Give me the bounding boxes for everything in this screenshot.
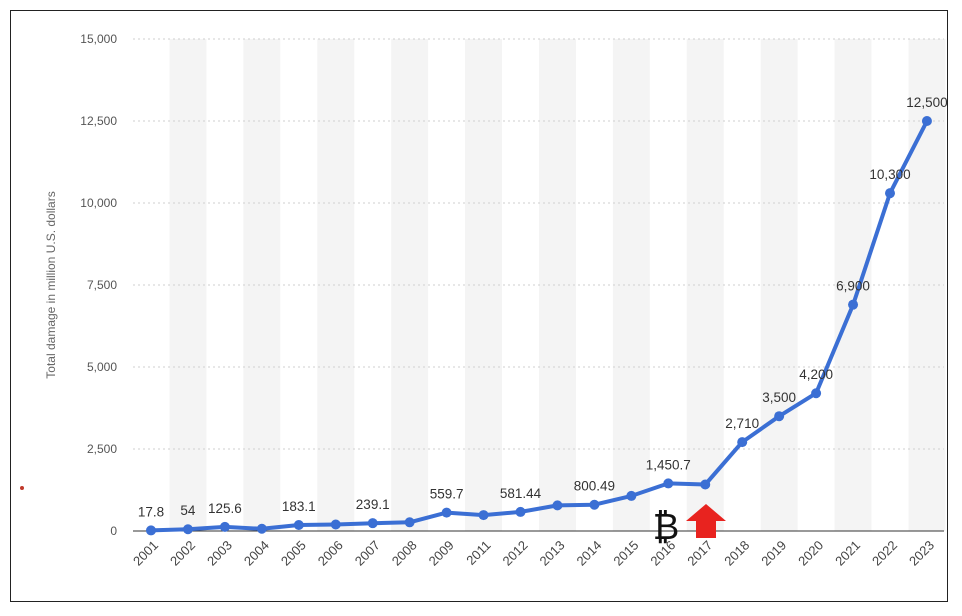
data-points [146, 116, 932, 536]
data-point [552, 500, 563, 511]
data-point [663, 478, 674, 489]
y-tick-label: 12,500 [80, 114, 117, 128]
data-label: 2,710 [725, 416, 759, 431]
x-tick-label: 2005 [278, 538, 309, 569]
data-label: 581.44 [500, 486, 542, 501]
data-label: 239.1 [356, 497, 390, 512]
data-point [404, 517, 415, 528]
data-point [848, 299, 859, 310]
x-tick-label: 2001 [130, 538, 161, 569]
data-label: 6,900 [836, 279, 870, 294]
x-tick-label: 2012 [500, 538, 531, 569]
x-tick-label: 2017 [684, 538, 715, 569]
y-axis-ticks: 0 2,500 5,000 7,500 10,000 12,500 15,000 [80, 32, 117, 538]
y-tick-label: 7,500 [87, 278, 117, 292]
y-tick-label: 5,000 [87, 360, 117, 374]
data-point [219, 521, 230, 532]
data-point [330, 519, 341, 530]
data-point [811, 388, 822, 399]
data-point [478, 510, 489, 521]
data-point [146, 525, 156, 536]
data-point [774, 411, 785, 422]
x-tick-label: 2018 [721, 538, 752, 569]
bitcoin-icon: ₿ [653, 507, 680, 548]
x-tick-label: 2014 [573, 538, 604, 569]
data-point [293, 519, 304, 530]
x-tick-label: 2015 [610, 538, 641, 569]
data-point [441, 507, 452, 518]
data-label: 4,200 [799, 367, 833, 382]
x-tick-label: 2021 [832, 538, 863, 569]
data-point [256, 523, 267, 534]
x-tick-label: 2019 [758, 538, 789, 569]
data-point [885, 188, 895, 199]
data-label: 17.8 [138, 504, 164, 519]
data-label: 125.6 [208, 501, 242, 516]
y-tick-label: 2,500 [87, 442, 117, 456]
grid-lines [133, 38, 944, 450]
data-label: 10,300 [869, 167, 910, 182]
data-point [589, 499, 600, 510]
data-label: 559.7 [430, 487, 464, 502]
x-tick-label: 2004 [241, 538, 272, 569]
data-point [921, 116, 932, 126]
y-tick-label: 0 [110, 524, 117, 538]
data-label: 1,450.7 [646, 457, 691, 472]
data-label: 800.49 [574, 479, 615, 494]
data-point [367, 518, 378, 529]
data-label: 3,500 [762, 390, 796, 405]
data-point [700, 479, 711, 490]
x-tick-label: 2011 [463, 538, 493, 568]
data-point [182, 524, 193, 535]
x-tick-label: 2006 [315, 538, 346, 569]
x-tick-label: 2008 [389, 538, 420, 569]
arrow-up-icon [686, 504, 726, 538]
series-line [149, 119, 929, 533]
data-label: 54 [180, 503, 196, 518]
data-label: 183.1 [282, 499, 316, 514]
column-band [169, 39, 207, 531]
y-tick-label: 15,000 [80, 32, 117, 46]
x-axis-ticks: 2001 2002 2003 2004 2005 2006 2007 2008 2009 2011… [130, 538, 937, 569]
column-band [686, 39, 724, 531]
x-tick-label: 2023 [906, 538, 937, 569]
data-labels: 17.8 54 125.6 183.1 239.1 559.7 581.44 800.49 1,… [138, 95, 948, 519]
y-tick-label: 10,000 [80, 196, 117, 210]
x-tick-label: 2007 [352, 538, 383, 569]
data-point [515, 506, 526, 517]
x-tick-label: 2022 [869, 538, 900, 569]
data-label: 12,500 [906, 95, 947, 110]
data-point [626, 490, 637, 501]
red-dot-marker [20, 486, 24, 490]
y-axis-label: Total damage in million U.S. dollars [44, 191, 58, 378]
chart-frame [10, 10, 948, 602]
x-tick-label: 2003 [204, 538, 235, 569]
x-tick-label: 2009 [426, 538, 457, 569]
x-tick-label: 2013 [537, 538, 568, 569]
data-point [737, 437, 748, 448]
x-tick-label: 2002 [167, 538, 198, 569]
x-tick-label: 2020 [795, 538, 826, 569]
